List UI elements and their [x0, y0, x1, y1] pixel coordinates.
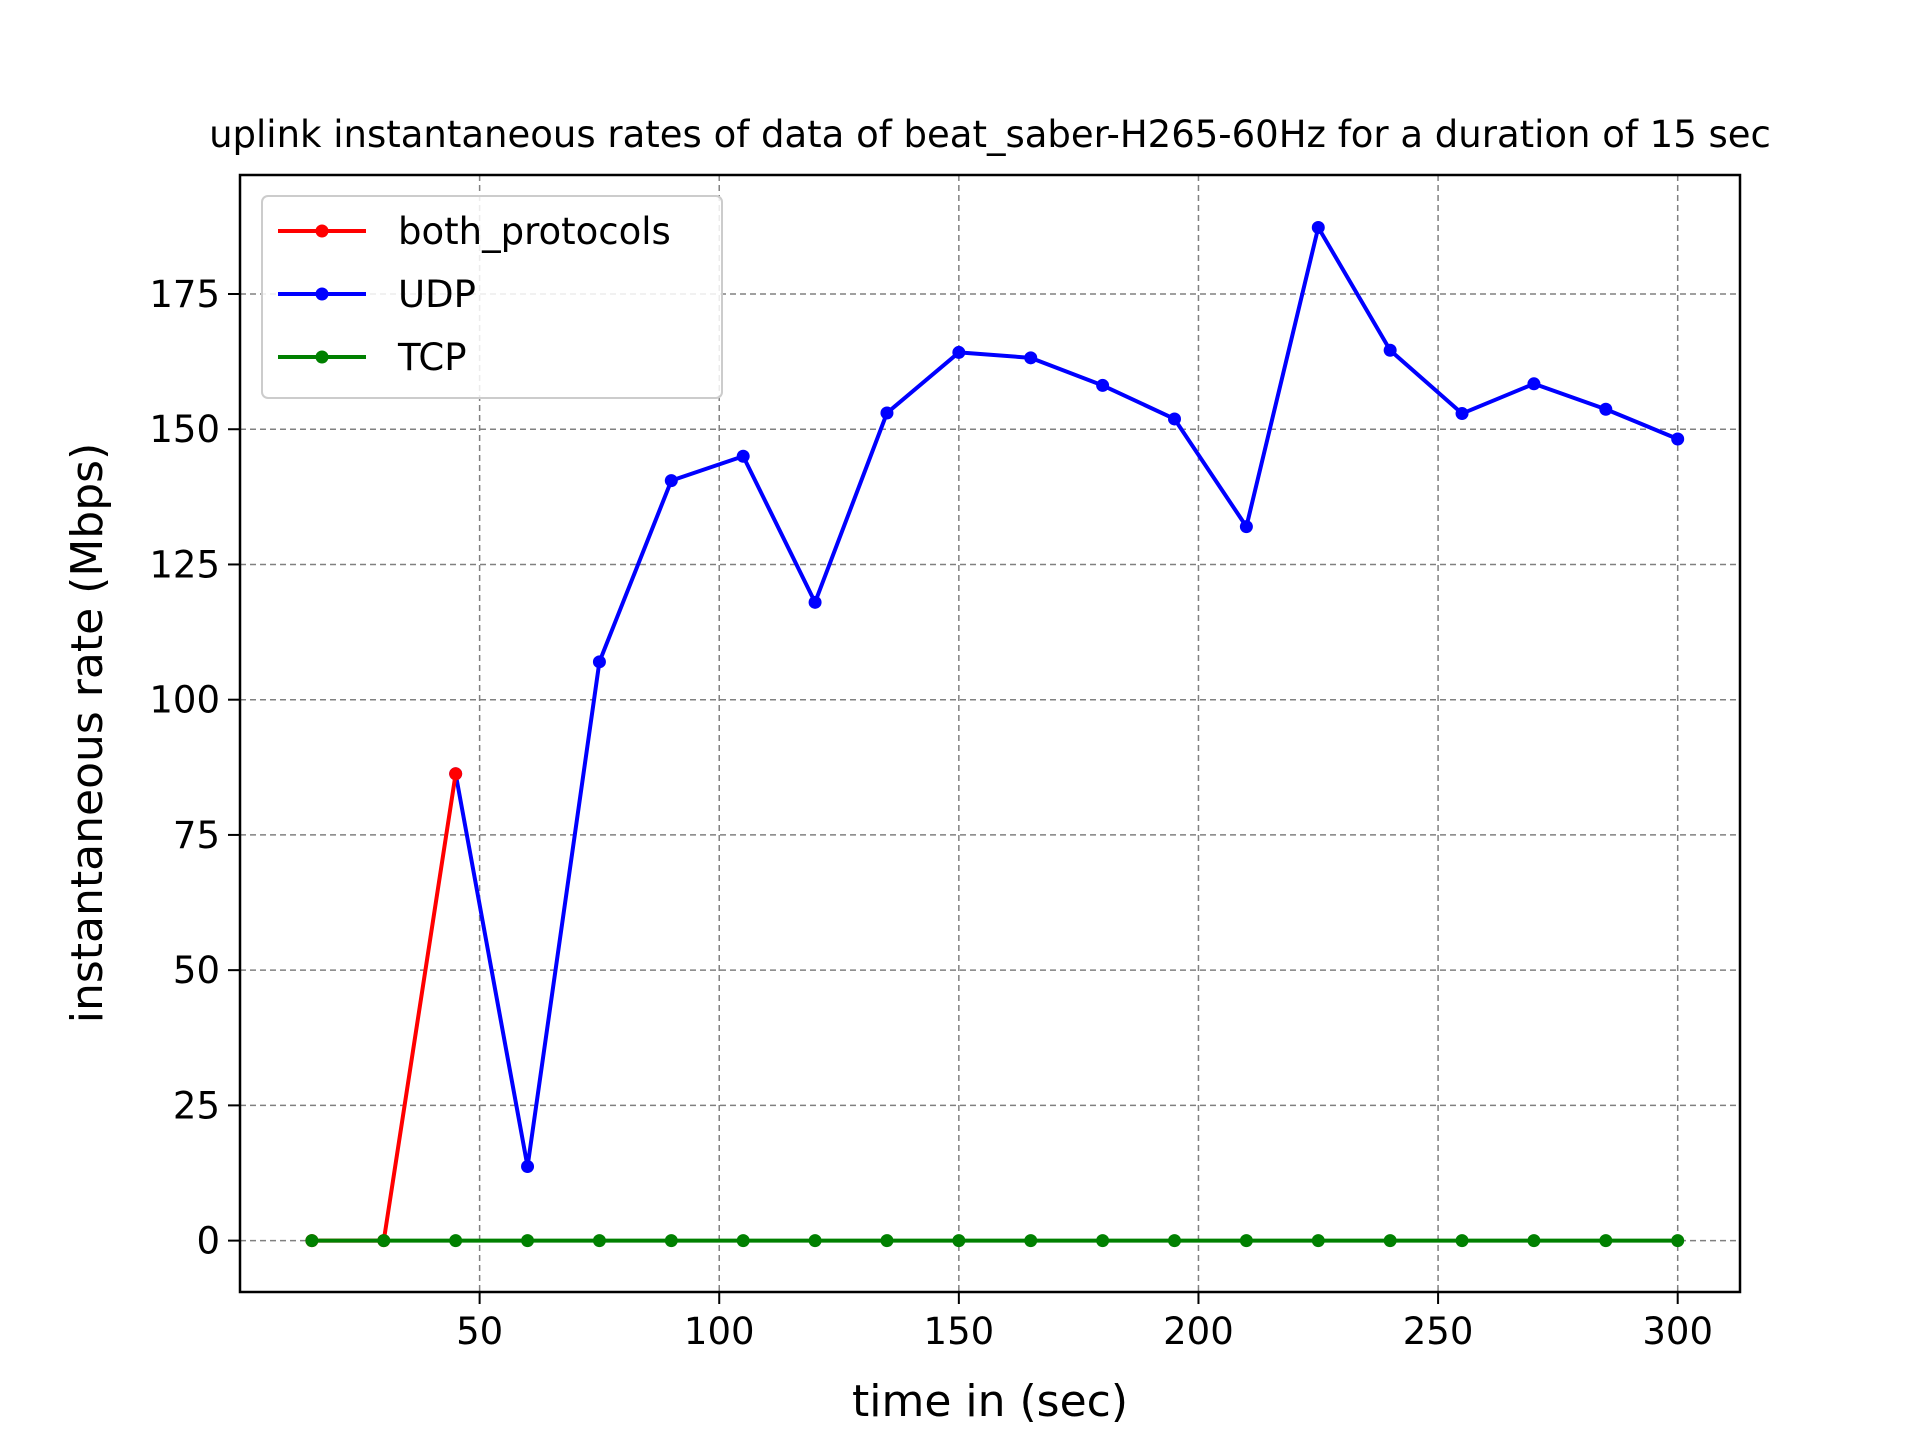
- x-tick-label: 250: [1403, 1310, 1474, 1353]
- data-point-tcp: [449, 1234, 463, 1248]
- data-point-udp: [736, 449, 750, 463]
- data-point-tcp: [1024, 1234, 1038, 1248]
- data-point-udp: [1311, 220, 1325, 234]
- data-point-tcp: [1311, 1234, 1325, 1248]
- data-point-tcp: [736, 1234, 750, 1248]
- x-axis-label: time in (sec): [852, 1376, 1128, 1427]
- data-point-tcp: [521, 1234, 535, 1248]
- data-point-tcp: [305, 1234, 319, 1248]
- data-point-udp: [1024, 351, 1038, 365]
- data-point-udp: [1239, 520, 1253, 534]
- data-point-tcp: [880, 1234, 894, 1248]
- y-tick-label: 150: [149, 408, 220, 451]
- series-line-udp: [453, 225, 1679, 1169]
- data-point-udp: [1671, 432, 1685, 446]
- data-point-udp: [1455, 407, 1469, 421]
- ticks: 50 100 150 200 250 300 0 25 50 75 100 125 150 175: [149, 273, 1713, 1353]
- data-point-tcp: [592, 1234, 606, 1248]
- data-point-udp: [664, 474, 678, 488]
- data-point-tcp: [1527, 1234, 1541, 1248]
- data-point-tcp: [1599, 1234, 1613, 1248]
- y-tick-label: 50: [173, 949, 220, 992]
- x-tick-label: 150: [924, 1310, 995, 1353]
- y-tick-label: 0: [196, 1220, 220, 1263]
- data-point-tcp: [952, 1234, 966, 1248]
- data-point-udp: [1168, 412, 1182, 426]
- y-tick-label: 75: [173, 814, 220, 857]
- data-point-tcp: [664, 1234, 678, 1248]
- y-tick-label: 175: [149, 273, 220, 316]
- data-point-tcp: [1096, 1234, 1110, 1248]
- data-point-udp: [1096, 378, 1110, 392]
- chart-title: uplink instantaneous rates of data of be…: [209, 113, 1771, 156]
- data-point-tcp: [377, 1234, 391, 1248]
- data-point-tcp: [1671, 1234, 1685, 1248]
- data-point-tcp: [1168, 1234, 1182, 1248]
- x-tick-label: 200: [1163, 1310, 1234, 1353]
- legend-label-both-protocols: both_protocols: [398, 210, 671, 253]
- data-point-tcp: [1239, 1234, 1253, 1248]
- legend-label-tcp: TCP: [397, 336, 467, 379]
- data-point-tcp: [808, 1234, 822, 1248]
- data-point-udp: [808, 595, 822, 609]
- y-tick-label: 25: [173, 1084, 220, 1127]
- data-point-udp: [1599, 402, 1613, 416]
- series-layer: [305, 220, 1685, 1248]
- x-tick-label: 300: [1642, 1310, 1713, 1353]
- data-point-tcp: [1455, 1234, 1469, 1248]
- legend-marker-udp: [315, 287, 329, 301]
- data-point-udp: [521, 1160, 535, 1174]
- data-point-udp: [880, 406, 894, 420]
- x-tick-label: 50: [456, 1310, 503, 1353]
- data-point-tcp: [1383, 1234, 1397, 1248]
- legend-marker-tcp: [315, 350, 329, 364]
- data-point-both-protocols: [449, 767, 463, 781]
- y-axis-label: instantaneous rate (Mbps): [62, 443, 113, 1023]
- legend-marker-both-protocols: [315, 224, 329, 238]
- legend: both_protocols UDP TCP: [261, 195, 723, 399]
- data-point-udp: [1527, 377, 1541, 391]
- plot-frame: [238, 173, 1742, 1294]
- y-tick-label: 100: [149, 679, 220, 722]
- y-tick-label: 125: [149, 543, 220, 586]
- data-point-udp: [1383, 343, 1397, 357]
- legend-label-udp: UDP: [398, 273, 476, 316]
- x-tick-label: 100: [684, 1310, 755, 1353]
- data-point-udp: [952, 345, 966, 359]
- legend-box: [261, 195, 723, 399]
- data-point-udp: [592, 655, 606, 669]
